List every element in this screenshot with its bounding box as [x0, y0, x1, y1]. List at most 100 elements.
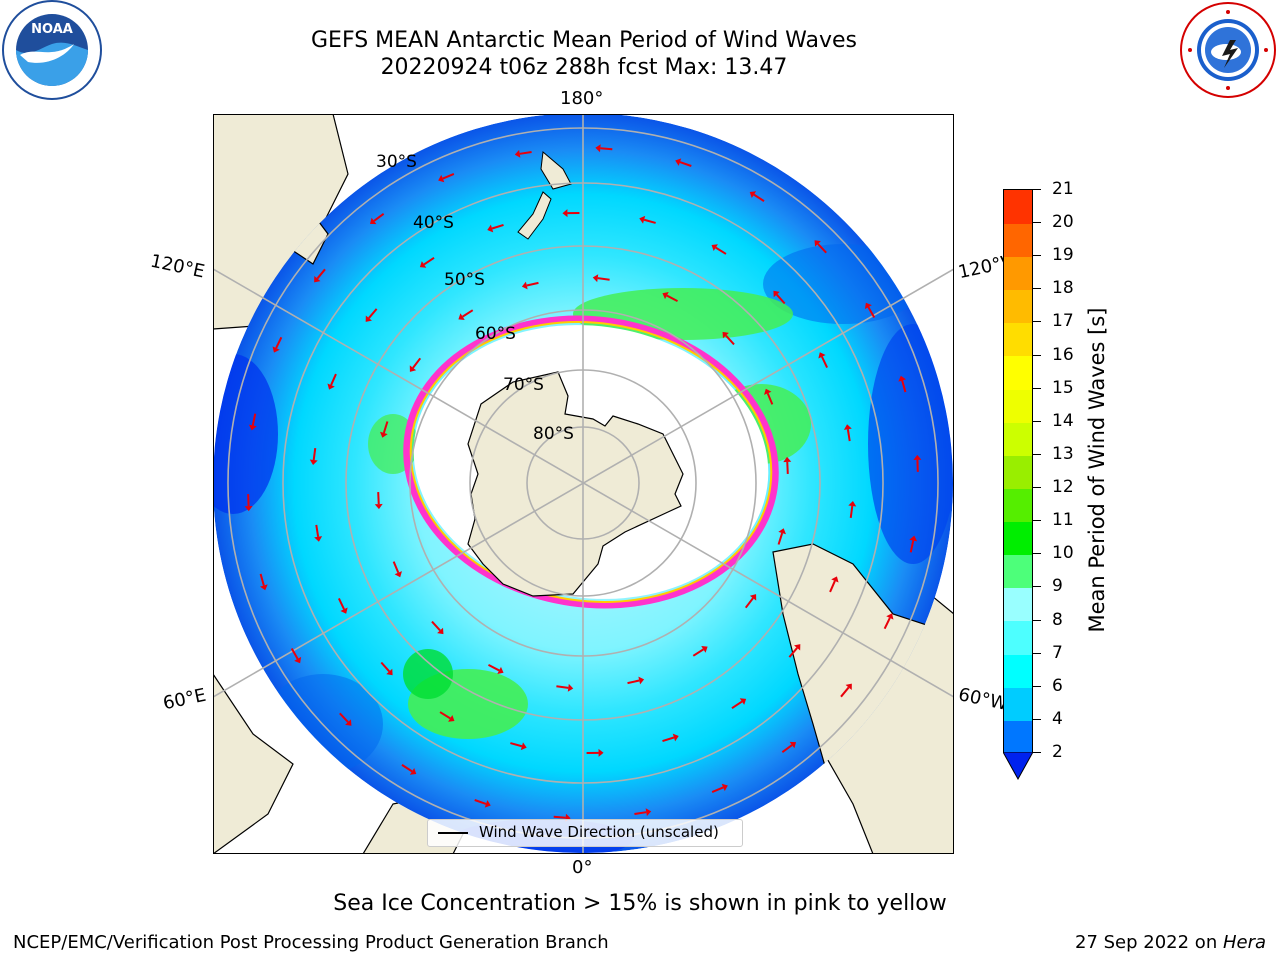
- wind-wave-arrow: [458, 309, 474, 321]
- wind-wave-arrow: [488, 664, 504, 674]
- wind-wave-arrow: [639, 215, 656, 224]
- colorbar-tick: [1033, 553, 1041, 555]
- colorbar-tick: [1033, 288, 1041, 290]
- colorbar-segment: [1004, 223, 1032, 258]
- wind-wave-arrow: [898, 375, 907, 393]
- colorbar-tick-label: 19: [1052, 245, 1074, 266]
- wind-wave-arrow: [365, 308, 378, 322]
- wind-wave-arrow: [814, 240, 827, 254]
- noaa-logo: NOAA: [2, 0, 102, 100]
- colorbar-tick-label: 4: [1052, 708, 1063, 729]
- lon-label-120e: 120°E: [148, 250, 207, 283]
- wind-wave-arrow: [781, 741, 797, 754]
- wind-wave-arrow: [380, 421, 389, 438]
- wind-wave-arrow: [380, 661, 393, 676]
- wind-wave-arrow: [438, 172, 455, 183]
- colorbar-tick-label: 2: [1052, 742, 1063, 762]
- wind-arrow-layer: [244, 144, 922, 822]
- wind-wave-arrow: [711, 783, 728, 794]
- colorbar-tick: [1033, 586, 1041, 588]
- wind-wave-arrow: [510, 742, 527, 751]
- colorbar-tick-label: 20: [1052, 212, 1074, 233]
- chart-title: GEFS MEAN Antarctic Mean Period of Wind …: [311, 28, 857, 53]
- legend-label: Wind Wave Direction (unscaled): [479, 823, 719, 841]
- chart-subtitle: 20220924 t06z 288h fcst Max: 13.47: [380, 55, 788, 80]
- nws-logo: [1180, 2, 1276, 98]
- wind-wave-arrow: [909, 535, 918, 553]
- wind-wave-arrow: [749, 191, 765, 202]
- colorbar-tick: [1033, 685, 1041, 687]
- wind-wave-arrow: [773, 290, 786, 305]
- legend-line-swatch: [438, 832, 468, 834]
- colorbar-tick-label: 21: [1052, 179, 1074, 199]
- colorbar-segment: [1004, 388, 1032, 423]
- colorbar-tick-label: 13: [1052, 443, 1074, 464]
- colorbar-tick: [1033, 520, 1041, 522]
- colorbar-tick: [1033, 453, 1041, 455]
- wind-wave-arrow: [829, 576, 839, 593]
- map-legend: Wind Wave Direction (unscaled): [427, 819, 743, 847]
- wind-wave-arrow: [634, 808, 652, 817]
- wind-wave-arrow: [439, 711, 455, 722]
- footer-branch: NCEP/EMC/Verification Post Processing Pr…: [13, 932, 609, 953]
- colorbar-tick: [1033, 387, 1041, 389]
- colorbar-tick: [1033, 354, 1041, 356]
- wind-wave-arrow: [374, 492, 383, 510]
- lat-label-50s: 50°S: [444, 270, 485, 290]
- colorbar-tick-label: 12: [1052, 477, 1074, 498]
- wind-wave-arrow: [562, 209, 580, 218]
- colorbar-tick: [1033, 752, 1041, 753]
- colorbar-segment: [1004, 653, 1032, 688]
- wind-wave-arrow: [595, 144, 613, 153]
- sea-ice-note: Sea Ice Concentration > 15% is shown in …: [333, 891, 947, 916]
- colorbar-segment: [1004, 521, 1032, 556]
- colorbar-segment: [1004, 355, 1032, 390]
- wind-wave-arrow: [788, 644, 801, 658]
- colorbar: [1003, 189, 1033, 754]
- colorbar-tick: [1033, 619, 1041, 621]
- colorbar-tick-label: 17: [1052, 311, 1074, 332]
- wind-wave-arrow: [259, 573, 268, 591]
- wind-wave-arrow: [369, 212, 385, 225]
- colorbar-tick: [1033, 420, 1041, 422]
- colorbar-tick: [1033, 718, 1041, 720]
- colorbar-tick: [1033, 222, 1041, 224]
- footer-date: 27 Sep 2022 on Hera: [1075, 933, 1266, 953]
- wind-wave-arrow: [419, 256, 435, 268]
- lon-label-60e: 60°E: [161, 684, 208, 715]
- colorbar-tick-label: 7: [1052, 642, 1063, 663]
- colorbar-tick-label: 11: [1052, 510, 1074, 531]
- wind-wave-arrow: [848, 501, 857, 519]
- lat-label-40s: 40°S: [413, 213, 454, 233]
- wind-wave-arrow: [662, 292, 678, 302]
- map-svg: [213, 114, 954, 854]
- wind-wave-arrow: [913, 454, 922, 472]
- wind-wave-arrow: [764, 388, 774, 405]
- wind-wave-arrow: [337, 597, 348, 614]
- colorbar-segment: [1004, 587, 1032, 622]
- wind-wave-arrow: [290, 647, 302, 664]
- colorbar-tick: [1033, 487, 1041, 489]
- lat-label-70s: 70°S: [503, 375, 544, 395]
- colorbar-segment: [1004, 256, 1032, 291]
- colorbar-segment: [1004, 322, 1032, 357]
- colorbar-tick-label: 15: [1052, 377, 1074, 398]
- wind-wave-arrow: [314, 268, 326, 283]
- footer-date-text: 27 Sep 2022 on: [1075, 932, 1223, 953]
- colorbar-title: Mean Period of Wind Waves [s]: [1085, 307, 1109, 633]
- wind-wave-arrow: [592, 274, 610, 283]
- colorbar-segment: [1004, 554, 1032, 589]
- lon-label-60w: 60°W: [956, 684, 1010, 715]
- wind-wave-arrow: [487, 224, 504, 233]
- colorbar-segment: [1004, 454, 1032, 489]
- wind-wave-arrow: [339, 712, 352, 726]
- wind-wave-arrow: [309, 447, 318, 465]
- colorbar-tick-label: 18: [1052, 278, 1074, 299]
- lat-label-60s: 60°S: [475, 324, 516, 344]
- colorbar-tick: [1033, 321, 1041, 323]
- wind-wave-arrow: [840, 683, 852, 698]
- colorbar-segment: [1004, 620, 1032, 655]
- colorbar-segment: [1004, 488, 1032, 523]
- colorbar-tick-label: 14: [1052, 410, 1074, 431]
- wind-wave-arrow: [731, 698, 747, 710]
